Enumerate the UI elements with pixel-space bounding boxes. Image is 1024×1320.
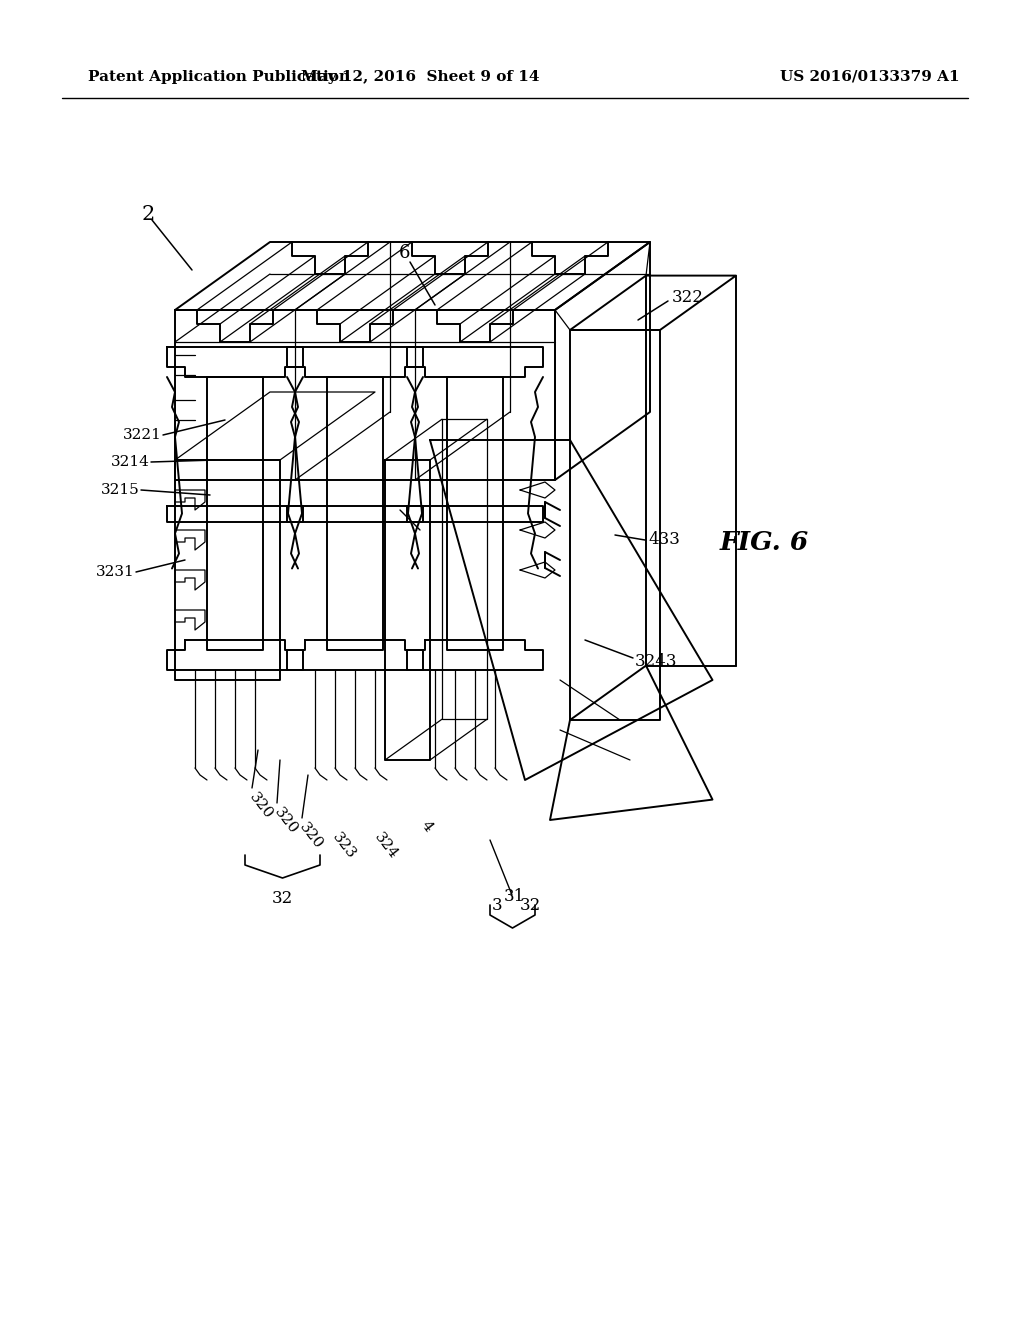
Text: 320: 320 [247,789,275,821]
Text: 4: 4 [418,818,435,834]
Text: 3221: 3221 [123,428,162,442]
Text: 320: 320 [272,805,301,837]
Text: 433: 433 [648,532,680,549]
Text: 324: 324 [372,830,401,862]
Text: 3214: 3214 [112,455,150,469]
Text: 3: 3 [492,898,503,913]
Text: 3231: 3231 [96,565,135,579]
Text: 320: 320 [297,820,326,851]
Text: 2: 2 [141,205,155,223]
Text: 6: 6 [399,244,411,261]
Text: 32: 32 [272,890,293,907]
Text: 32: 32 [519,898,541,913]
Text: May 12, 2016  Sheet 9 of 14: May 12, 2016 Sheet 9 of 14 [301,70,540,84]
Text: 322: 322 [672,289,703,306]
Text: Patent Application Publication: Patent Application Publication [88,70,350,84]
Text: 3215: 3215 [101,483,140,498]
Text: 323: 323 [330,830,358,862]
Text: US 2016/0133379 A1: US 2016/0133379 A1 [780,70,959,84]
Text: FIG. 6: FIG. 6 [720,531,809,556]
Text: 3243: 3243 [635,653,678,671]
Text: 31: 31 [504,888,524,906]
